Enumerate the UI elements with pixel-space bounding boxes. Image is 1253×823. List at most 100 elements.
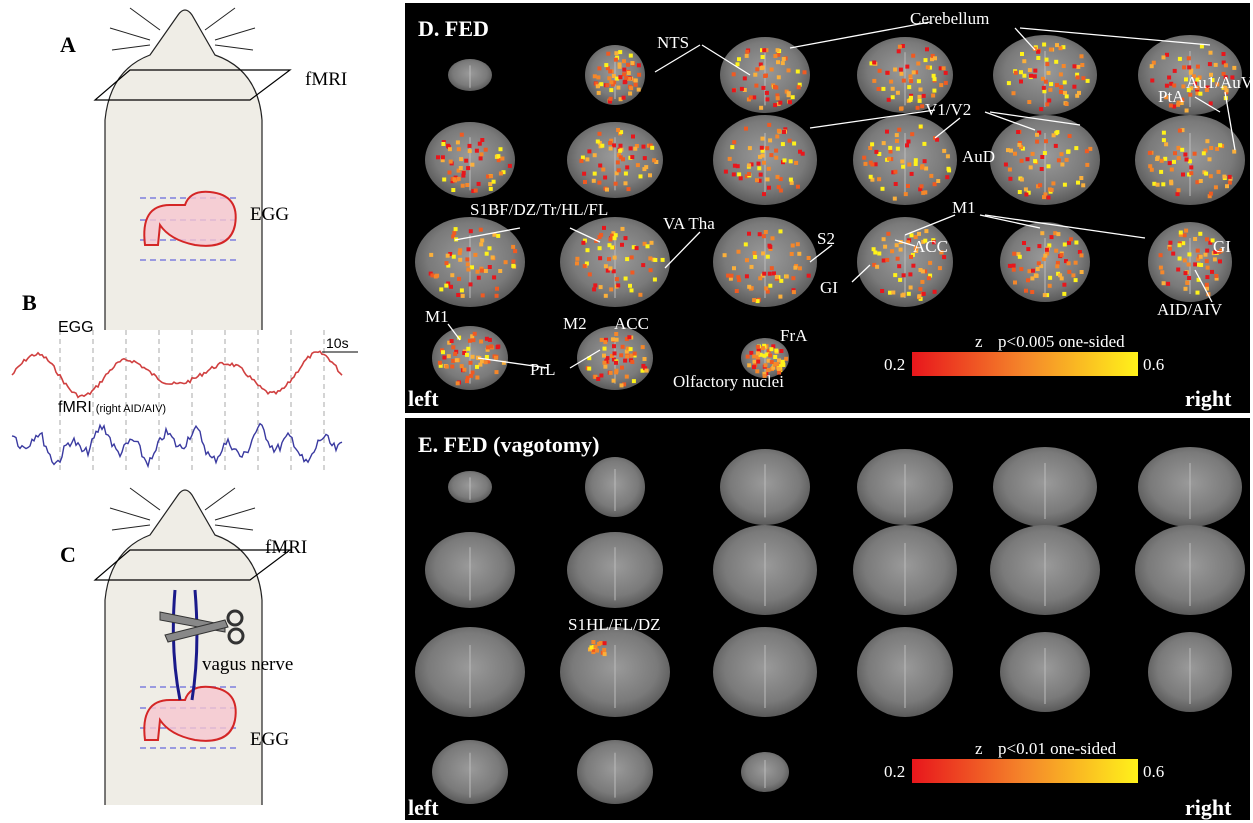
activation: [907, 140, 911, 144]
activation: [906, 184, 910, 188]
activation: [1160, 159, 1164, 163]
activation: [764, 230, 768, 234]
activation: [905, 65, 909, 69]
annotation: GI: [1213, 237, 1231, 256]
annotation: S2: [817, 229, 835, 248]
activation: [653, 278, 657, 282]
activation: [893, 68, 897, 72]
activation: [735, 289, 739, 293]
activation: [877, 177, 881, 181]
rat-body: [105, 490, 262, 805]
activation: [1183, 258, 1187, 262]
activation: [789, 178, 793, 182]
activation: [466, 262, 470, 266]
activation: [1205, 249, 1209, 253]
activation: [1156, 183, 1160, 187]
activation: [1222, 52, 1226, 56]
activation: [622, 96, 626, 100]
activation: [885, 71, 889, 75]
activation: [746, 355, 750, 359]
activation: [604, 264, 608, 268]
activation: [617, 168, 621, 172]
activation: [586, 248, 590, 252]
activation: [947, 167, 951, 171]
activation: [762, 192, 766, 196]
activation: [1177, 146, 1181, 150]
activation: [633, 147, 637, 151]
activation: [760, 146, 764, 150]
activation: [901, 165, 905, 169]
activation: [932, 74, 936, 78]
activation: [583, 180, 587, 184]
activation: [596, 84, 600, 88]
activation: [438, 361, 442, 365]
activation: [761, 154, 765, 158]
activation: [935, 138, 939, 142]
activation: [467, 247, 471, 251]
activation: [588, 272, 592, 276]
activation: [492, 275, 496, 279]
panel-e: E. FED (vagotomy) S1HL/FL/DZ z p<0.01 on…: [405, 418, 1250, 820]
activation: [608, 141, 612, 145]
annotation: AuD: [962, 147, 995, 166]
activation: [1079, 176, 1083, 180]
annotation: M1: [425, 307, 449, 326]
activation: [1210, 270, 1214, 274]
egg-label: EGG: [250, 729, 289, 750]
activation: [1178, 129, 1182, 133]
activation: [504, 260, 508, 264]
activation: [452, 231, 456, 235]
activation: [597, 642, 601, 646]
activation: [1168, 161, 1172, 165]
activation: [480, 152, 484, 156]
activation: [779, 349, 783, 353]
activation: [896, 91, 900, 95]
activation: [439, 287, 443, 291]
activation: [1049, 48, 1053, 52]
activation: [450, 273, 454, 277]
activation: [1045, 62, 1049, 66]
activation: [1047, 71, 1051, 75]
activation: [1065, 94, 1069, 98]
activation: [1184, 229, 1188, 233]
activation: [1148, 164, 1152, 168]
activation: [603, 176, 607, 180]
activation: [777, 129, 781, 133]
activation: [614, 233, 618, 237]
activation: [636, 163, 640, 167]
activation: [646, 244, 650, 248]
activation: [1161, 182, 1165, 186]
activation: [1204, 253, 1208, 257]
annotation: GI: [820, 278, 838, 297]
activation: [1042, 43, 1046, 47]
activation: [623, 359, 627, 363]
activation: [1014, 71, 1018, 75]
activation: [1040, 167, 1044, 171]
colorbar-max: 0.6: [1143, 355, 1164, 374]
activation: [1209, 51, 1213, 55]
activation: [1024, 193, 1028, 197]
activation: [593, 74, 597, 78]
activation: [634, 83, 638, 87]
activation: [781, 142, 785, 146]
activation: [1016, 130, 1020, 134]
activation: [942, 149, 946, 153]
activation: [603, 365, 607, 369]
activation: [1060, 152, 1064, 156]
activation: [770, 68, 774, 72]
activation: [612, 379, 616, 383]
activation: [1173, 69, 1177, 73]
activation: [938, 266, 942, 270]
activation: [1171, 252, 1175, 256]
activation: [898, 278, 902, 282]
activation: [887, 98, 891, 102]
activation: [628, 284, 632, 288]
activation: [624, 172, 628, 176]
activation: [791, 244, 795, 248]
activation: [480, 138, 484, 142]
activation: [1232, 66, 1236, 70]
activation: [764, 363, 768, 367]
activation: [1167, 76, 1171, 80]
colorbar: [912, 352, 1138, 376]
activation: [891, 95, 895, 99]
